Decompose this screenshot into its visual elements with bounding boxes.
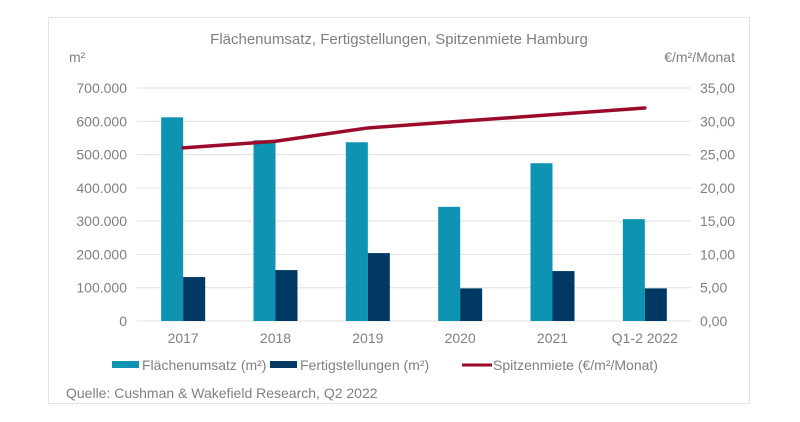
right-tick-label: 0,00 [700,313,727,329]
right-axis-label: €/m²/Monat [664,49,735,65]
bar-fertigstellungen [367,253,390,321]
left-tick-label: 500.000 [76,147,127,163]
left-axis-label: m² [69,49,86,65]
bar-flaechenumsatz [622,219,645,321]
bar-fertigstellungen [644,288,667,321]
right-tick-label: 5,00 [700,280,727,296]
left-tick-label: 600.000 [76,113,127,129]
right-tick-label: 30,00 [700,113,735,129]
bar-flaechenumsatz [530,163,553,321]
bar-flaechenumsatz [345,142,368,321]
bar-flaechenumsatz [438,206,461,321]
left-tick-label: 200.000 [76,246,127,262]
x-tick-label: 2018 [260,330,291,346]
gridlines [137,87,691,322]
legend-label: Spitzenmiete (€/m²/Monat) [493,357,658,373]
right-tick-label: 15,00 [700,213,735,229]
bar-fertigstellungen [460,288,483,321]
legend-swatch [112,361,139,368]
x-tick-label: 2017 [168,330,199,346]
x-tick-label: 2019 [352,330,383,346]
bar-flaechenumsatz [161,117,184,321]
bar-fertigstellungen [183,277,206,321]
bar-fertigstellungen [552,271,575,321]
spitzenmiete-line-group [181,106,647,150]
legend-label: Flächenumsatz (m²) [142,357,266,373]
right-tick-label: 20,00 [700,180,735,196]
right-tick-label: 25,00 [700,147,735,163]
x-axis-ticks: 2017 2018 2019 2020 2021 Q1-2 2022 [168,330,679,346]
source-note: Quelle: Cushman & Wakefield Research, Q2… [66,385,378,401]
x-tick-label: 2021 [537,330,568,346]
left-tick-label: 100.000 [76,280,127,296]
bar-flaechenumsatz [253,140,276,321]
left-tick-label: 400.000 [76,180,127,196]
spitzenmiete-line [181,106,647,150]
x-tick-label: Q1-2 2022 [612,330,678,346]
legend: Flächenumsatz (m²) Fertigstellungen (m²) S… [112,357,658,373]
right-axis-ticks: 0,00 5,00 10,00 15,00 20,00 25,00 30,00 35,00 [700,80,735,329]
right-tick-label: 10,00 [700,246,735,262]
chart-title: Flächenumsatz, Fertigstellungen, Spitzen… [210,31,588,48]
left-tick-label: 0 [119,313,127,329]
legend-swatch [270,361,297,368]
right-tick-label: 35,00 [700,80,735,96]
bar-fertigstellungen [275,270,298,321]
x-tick-label: 2020 [445,330,476,346]
legend-label: Fertigstellungen (m²) [300,357,429,373]
left-tick-label: 700.000 [76,80,127,96]
left-axis-ticks: 0 100.000 200.000 300.000 400.000 500.000 600.… [76,80,127,329]
left-tick-label: 300.000 [76,213,127,229]
bars [161,117,667,321]
